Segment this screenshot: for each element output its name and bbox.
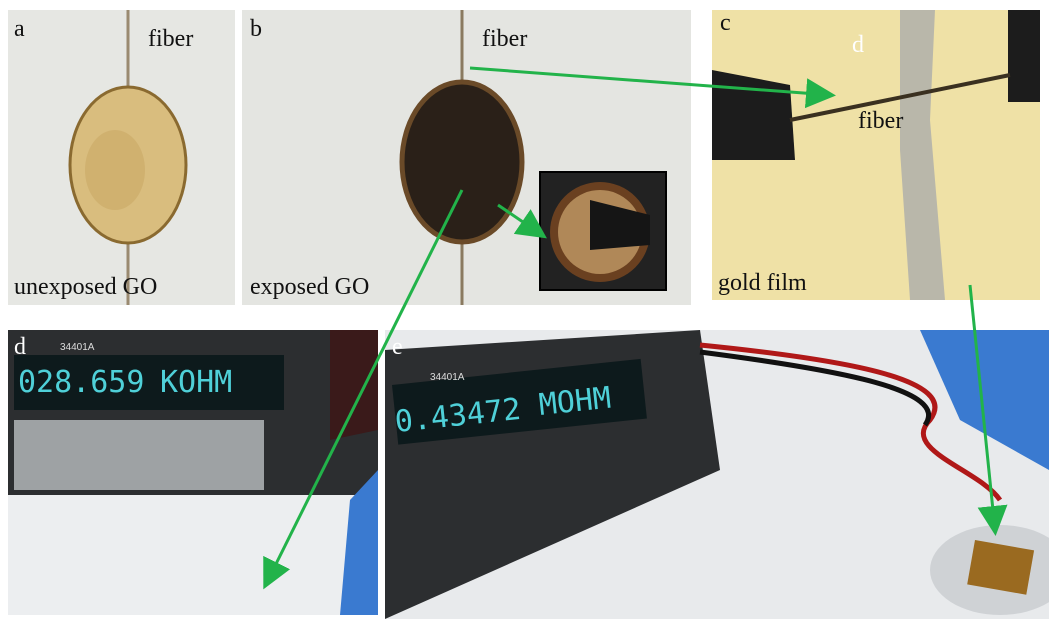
panel-b: b fiber exposed GO xyxy=(242,10,691,305)
panel-label: d xyxy=(14,334,26,360)
panel-label: b xyxy=(250,16,262,42)
caption: gold film xyxy=(718,270,807,296)
caption: d xyxy=(852,32,864,58)
display-value: 028.659 xyxy=(18,365,144,400)
display-unit: KOHM xyxy=(160,365,232,400)
model: 34401A xyxy=(60,342,95,353)
panel-c: c d fiber gold film xyxy=(712,10,1040,300)
caption: exposed GO xyxy=(250,274,369,300)
caption: unexposed GO xyxy=(14,274,157,300)
panel-e: e 34401A 0.43472 MOHM xyxy=(385,330,1049,619)
panel-label: e xyxy=(392,334,403,360)
panel-label: a xyxy=(14,16,25,42)
panel-d: d 34401A 028.659 KOHM xyxy=(8,330,378,615)
caption: fiber xyxy=(148,26,193,52)
panel-label: c xyxy=(720,10,731,36)
display-unit: MOHM xyxy=(537,381,613,423)
caption: fiber xyxy=(858,108,903,134)
arrows xyxy=(263,66,1008,590)
caption: fiber xyxy=(482,26,527,52)
panel-a: a fiber unexposed GO xyxy=(8,10,235,305)
model: 34401A xyxy=(430,372,465,383)
